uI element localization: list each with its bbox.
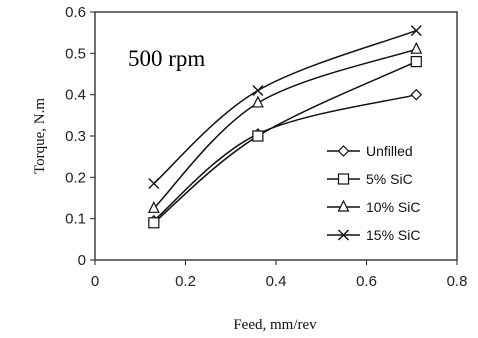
annotation-500rpm: 500 rpm (128, 46, 205, 71)
data-point (148, 178, 160, 190)
x-axis-title: Feed, mm/rev (233, 317, 317, 333)
x-marker-stroke (252, 85, 264, 97)
legend-label: 5% SiC (366, 171, 413, 187)
y-tick-label: 0 (78, 252, 86, 269)
x-tick-label: 0.4 (266, 273, 287, 290)
y-tick-label: 0.3 (65, 128, 86, 145)
data-point (251, 95, 264, 108)
y-tick-label: 0.5 (65, 45, 86, 62)
x-tick-label: 0 (91, 273, 99, 290)
data-point (148, 217, 160, 229)
legend-label: 10% SiC (366, 199, 420, 215)
y-tick-label: 0.1 (65, 211, 86, 228)
legend-entry: 10% SiC (327, 199, 420, 215)
legend-marker (338, 229, 349, 241)
series-15-sic (148, 25, 422, 190)
data-point (410, 88, 423, 101)
data-point (252, 85, 264, 97)
x-marker-stroke (148, 178, 160, 190)
series-layer (147, 25, 423, 229)
y-tick-label: 0.6 (65, 4, 86, 21)
legend-entry: Unfilled (327, 143, 413, 159)
legend-marker (337, 199, 350, 212)
x-tick-label: 0.6 (356, 273, 377, 290)
data-point (410, 55, 422, 68)
x-tick-label: 0.2 (175, 273, 196, 290)
data-point (147, 200, 160, 213)
y-tick-label: 0.4 (65, 87, 86, 104)
data-point (252, 130, 264, 142)
legend-label: 15% SiC (366, 227, 420, 243)
data-point (410, 41, 423, 54)
x-tick-label: 0.8 (447, 273, 468, 290)
ticks-layer: 0 0.1 0.2 0.3 0.4 0.5 0.6 0 0.2 0.4 0.6 0.8 (65, 4, 467, 290)
x-marker-stroke (410, 25, 422, 37)
series-10-sic (147, 41, 423, 213)
series-5-sic (148, 55, 422, 229)
legend-entry: 5% SiC (327, 171, 413, 187)
legend-marker (337, 145, 350, 157)
legend: Unfilled 5% SiC 10% SiC 15% SiC (327, 143, 420, 243)
legend-marker (337, 173, 350, 185)
legend-entry: 15% SiC (327, 227, 420, 243)
legend-label: Unfilled (366, 143, 413, 159)
y-axis-title: Torque, N.m (32, 98, 48, 174)
y-tick-label: 0.2 (65, 169, 86, 186)
x-marker-stroke (338, 229, 349, 241)
data-point (410, 25, 422, 37)
